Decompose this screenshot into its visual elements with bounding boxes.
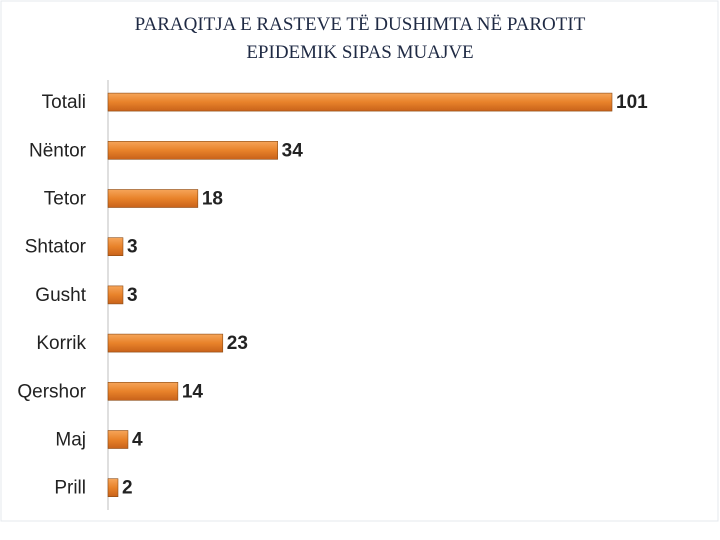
value-label: 23 (227, 333, 248, 354)
bar (107, 189, 199, 208)
bar (107, 285, 124, 305)
category-label: Gusht (35, 285, 86, 306)
frame (0, 0, 719, 522)
category-label: Totali (42, 92, 86, 113)
bar (107, 237, 124, 256)
bar (107, 478, 119, 498)
chart-title: EPIDEMIK SIPAS MUAJVE (246, 42, 473, 63)
category-label: Tetor (44, 189, 87, 210)
chart-title: PARAQITJA E RASTEVE TË DUSHIMTA NË PAROT… (135, 14, 586, 35)
category-label: Maj (55, 430, 86, 451)
category-label: Qershor (17, 381, 86, 402)
value-label: 4 (132, 430, 143, 451)
value-label: 14 (182, 381, 204, 402)
category-label: Shtator (25, 237, 87, 258)
bar (107, 141, 278, 160)
category-label: Prill (54, 478, 86, 499)
value-label: 3 (127, 237, 138, 258)
category-label: Korrik (36, 333, 86, 354)
value-label: 3 (127, 285, 138, 306)
bar (107, 381, 179, 401)
value-label: 101 (616, 92, 648, 113)
bar (107, 333, 224, 353)
value-label: 2 (122, 478, 133, 499)
category-label: Nëntor (29, 140, 87, 161)
bar (107, 92, 613, 112)
value-label: 18 (202, 189, 223, 210)
value-label: 34 (282, 140, 304, 161)
bar (107, 430, 129, 449)
